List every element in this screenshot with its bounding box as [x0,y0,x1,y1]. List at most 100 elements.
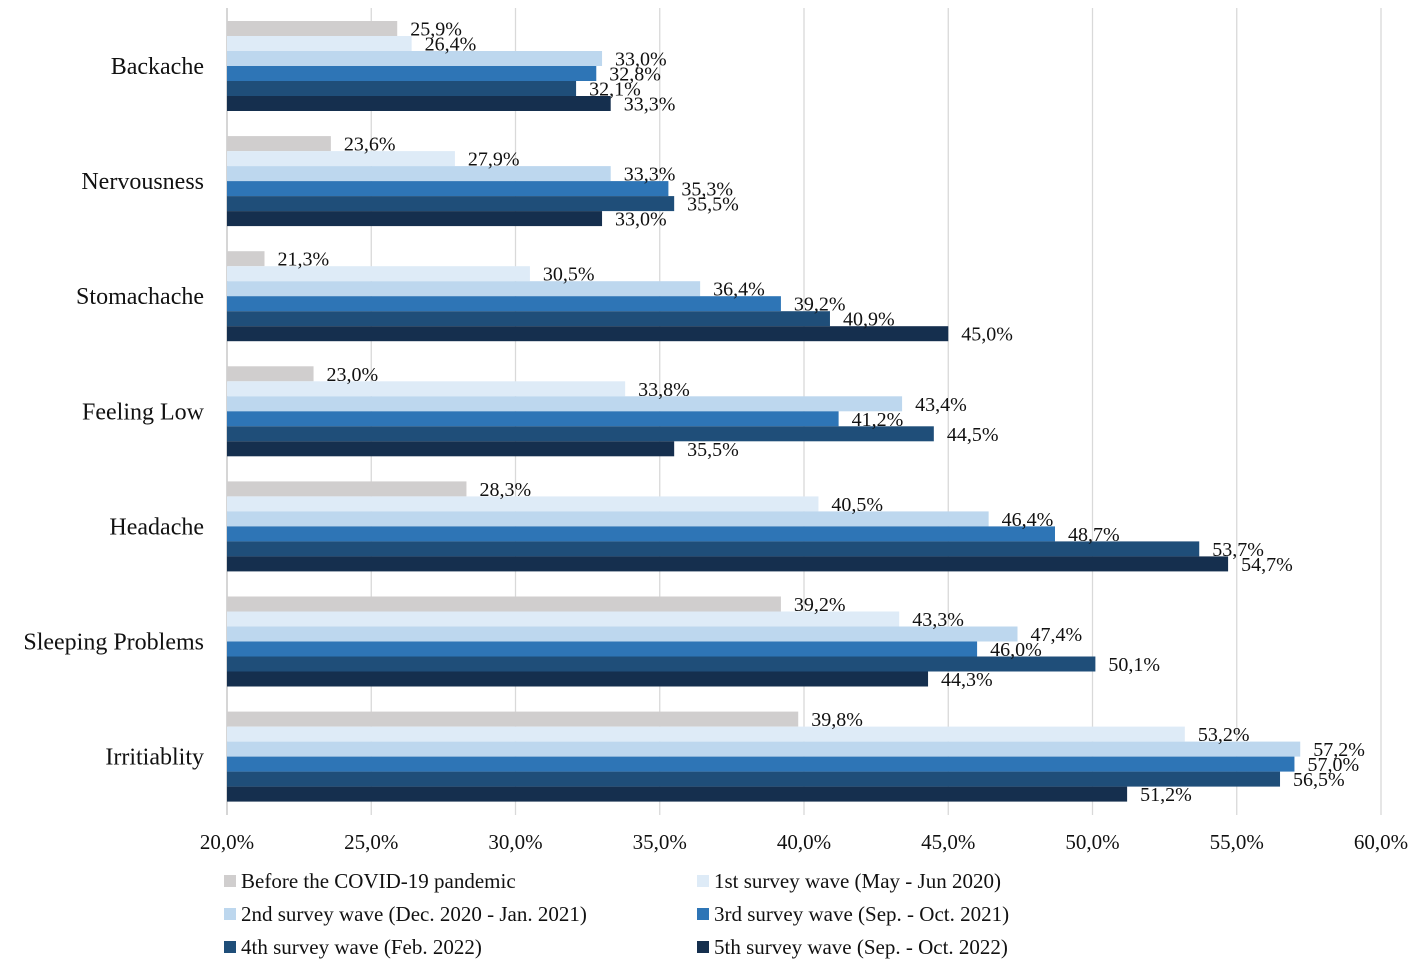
legend-swatch [224,941,236,953]
legend-label: 1st survey wave (May - Jun 2020) [714,869,1001,893]
data-label: 39,2% [794,594,846,616]
legend-label: 2nd survey wave (Dec. 2020 - Jan. 2021) [241,902,587,926]
data-label: 46,0% [990,639,1042,661]
legend-swatch [697,875,709,887]
data-label: 35,5% [687,194,739,216]
bar [227,771,1281,787]
data-label: 45,0% [961,324,1013,346]
bar [227,51,603,66]
category-label: Nervousness [81,169,204,195]
bar [227,251,265,267]
data-label: 36,4% [713,279,765,301]
data-label: 50,1% [1108,654,1160,676]
bar [227,326,949,342]
x-tick-label: 20,0% [200,830,254,854]
bar [227,671,929,687]
category-label: Feeling Low [82,399,205,425]
legend-label: Before the COVID-19 pandemic [241,869,516,893]
data-label: 41,2% [852,409,904,431]
bars-group [227,21,1301,802]
data-label: 25,9% [410,19,462,41]
data-label: 33,3% [624,94,676,116]
bar [227,756,1295,772]
bar [227,81,577,96]
x-tick-label: 55,0% [1210,830,1264,854]
bar [227,481,467,497]
bar [227,181,669,197]
data-label: 48,7% [1068,524,1120,546]
legend-label: 5th survey wave (Sep. - Oct. 2022) [714,935,1008,959]
bar [227,266,530,282]
bar [227,396,903,412]
legend: Before the COVID-19 pandemic 1st survey w… [224,869,1009,959]
data-label: 35,3% [681,179,733,201]
legend-label: 3rd survey wave (Sep. - Oct. 2021) [714,902,1009,926]
bar [227,496,819,512]
bar [227,511,989,527]
legend-swatch [697,941,709,953]
data-label: 51,2% [1140,784,1192,806]
bar [227,366,314,382]
data-label: 43,4% [915,394,967,416]
x-axis-ticks: 20,0% 25,0% 30,0% 35,0% 40,0% 45,0% 50,0% 55,0%… [200,830,1408,854]
bar [227,281,701,297]
legend-swatch [697,908,709,920]
data-label: 28,3% [479,479,531,501]
bar [227,211,603,227]
bar [227,596,781,612]
bar [227,641,978,657]
x-tick-label: 60,0% [1354,830,1408,854]
bar [227,711,799,727]
bar [227,66,597,81]
category-label: Sleeping Problems [23,630,204,656]
data-label: 23,6% [344,134,396,156]
data-label: 44,3% [941,669,993,691]
data-label: 32,8% [609,64,661,86]
bar [227,541,1200,557]
bar [227,556,1229,572]
bar [227,196,675,212]
x-tick-label: 30,0% [488,830,542,854]
bar [227,21,398,36]
data-label: 57,2% [1313,739,1365,761]
data-label: 27,9% [468,149,520,171]
data-label: 43,3% [912,609,964,631]
category-label: Irritiablity [105,745,204,771]
data-label: 44,5% [947,424,999,446]
bar [227,741,1301,757]
bar [227,36,412,51]
data-label: 53,7% [1212,539,1264,561]
data-label: 39,8% [811,709,863,731]
x-tick-label: 50,0% [1065,830,1119,854]
data-label: 46,4% [1002,509,1054,531]
x-tick-label: 45,0% [921,830,975,854]
data-label: 30,5% [543,264,595,286]
data-label: 33,0% [615,209,667,231]
data-label: 35,5% [687,439,739,461]
data-labels-group: 25,9%26,4%33,0%32,8%32,1%33,3%23,6%27,9%… [278,19,1365,807]
bar [227,381,626,397]
bar [227,441,675,457]
legend-swatch [224,908,236,920]
data-label: 33,0% [615,49,667,71]
data-label: 32,1% [589,79,641,101]
data-label: 47,4% [1030,624,1082,646]
data-label: 33,3% [624,164,676,186]
category-label: Stomachache [76,284,204,310]
bar [227,786,1128,802]
bar [227,656,1096,672]
x-tick-label: 40,0% [777,830,831,854]
data-label: 54,7% [1241,554,1293,576]
bar [227,626,1018,642]
category-label: Backache [111,54,204,80]
bar [227,411,839,427]
data-label: 53,2% [1198,724,1250,746]
legend-swatch [224,875,236,887]
data-label: 57,0% [1307,754,1359,776]
data-label: 23,0% [327,364,379,386]
bar [227,426,934,442]
x-tick-label: 25,0% [344,830,398,854]
legend-label: 4th survey wave (Feb. 2022) [241,935,482,959]
x-tick-label: 35,0% [633,830,687,854]
